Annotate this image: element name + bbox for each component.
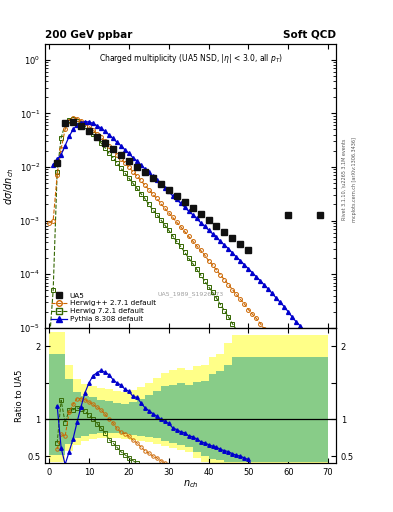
Y-axis label: Ratio to UA5: Ratio to UA5 bbox=[15, 370, 24, 422]
Text: 200 GeV ppbar: 200 GeV ppbar bbox=[45, 30, 132, 40]
Text: mcplots.cern.ch [arXiv:1306.3436]: mcplots.cern.ch [arXiv:1306.3436] bbox=[352, 137, 357, 222]
Text: UA5_1989_S1926373: UA5_1989_S1926373 bbox=[158, 291, 224, 296]
Text: Soft QCD: Soft QCD bbox=[283, 30, 336, 40]
Text: Rivet 3.1.10, \u2265 3.1M events: Rivet 3.1.10, \u2265 3.1M events bbox=[342, 139, 347, 220]
Text: Charged multiplicity (UA5 NSD, $|\eta|$ < 3.0, all $p_T$): Charged multiplicity (UA5 NSD, $|\eta|$ … bbox=[99, 52, 283, 65]
Y-axis label: $d\sigma/dn_{ch}$: $d\sigma/dn_{ch}$ bbox=[3, 167, 17, 204]
X-axis label: $n_{ch}$: $n_{ch}$ bbox=[183, 479, 198, 490]
Legend: UA5, Herwig++ 2.7.1 default, Herwig 7.2.1 default, Pythia 8.308 default: UA5, Herwig++ 2.7.1 default, Herwig 7.2.… bbox=[49, 290, 158, 324]
